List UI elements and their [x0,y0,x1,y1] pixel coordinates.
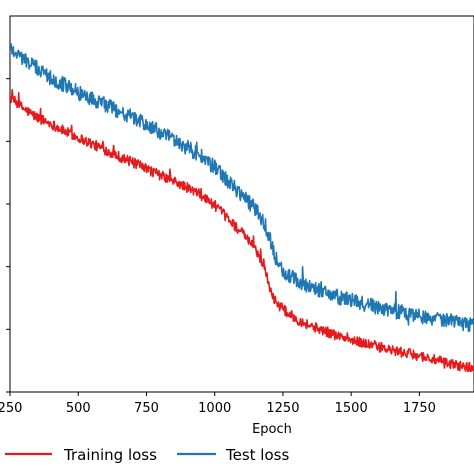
test-loss-line [10,43,474,333]
y-axis-ticks [6,78,10,393]
series-layer [10,43,474,373]
training-loss-line [10,89,474,373]
legend: Training loss Test loss [5,446,289,464]
plot-frame [9,15,474,393]
x-axis-label: Epoch [252,422,292,437]
x-tick-label: 1250 [266,401,299,416]
x-tick-label: 1000 [198,401,231,416]
x-tick-label: 750 [134,401,159,416]
x-tick-label: 250 [0,401,22,416]
x-tick-label: 500 [66,401,91,416]
plot-area: 250 500 750 1000 1250 1500 1750 [0,15,474,416]
x-axis-ticks: 250 500 750 1000 1250 1500 1750 [0,392,436,416]
legend-label-training-loss: Training loss [63,446,157,464]
x-tick-label: 1750 [403,401,436,416]
x-tick-label: 1500 [335,401,368,416]
legend-label-test-loss: Test loss [225,446,289,464]
